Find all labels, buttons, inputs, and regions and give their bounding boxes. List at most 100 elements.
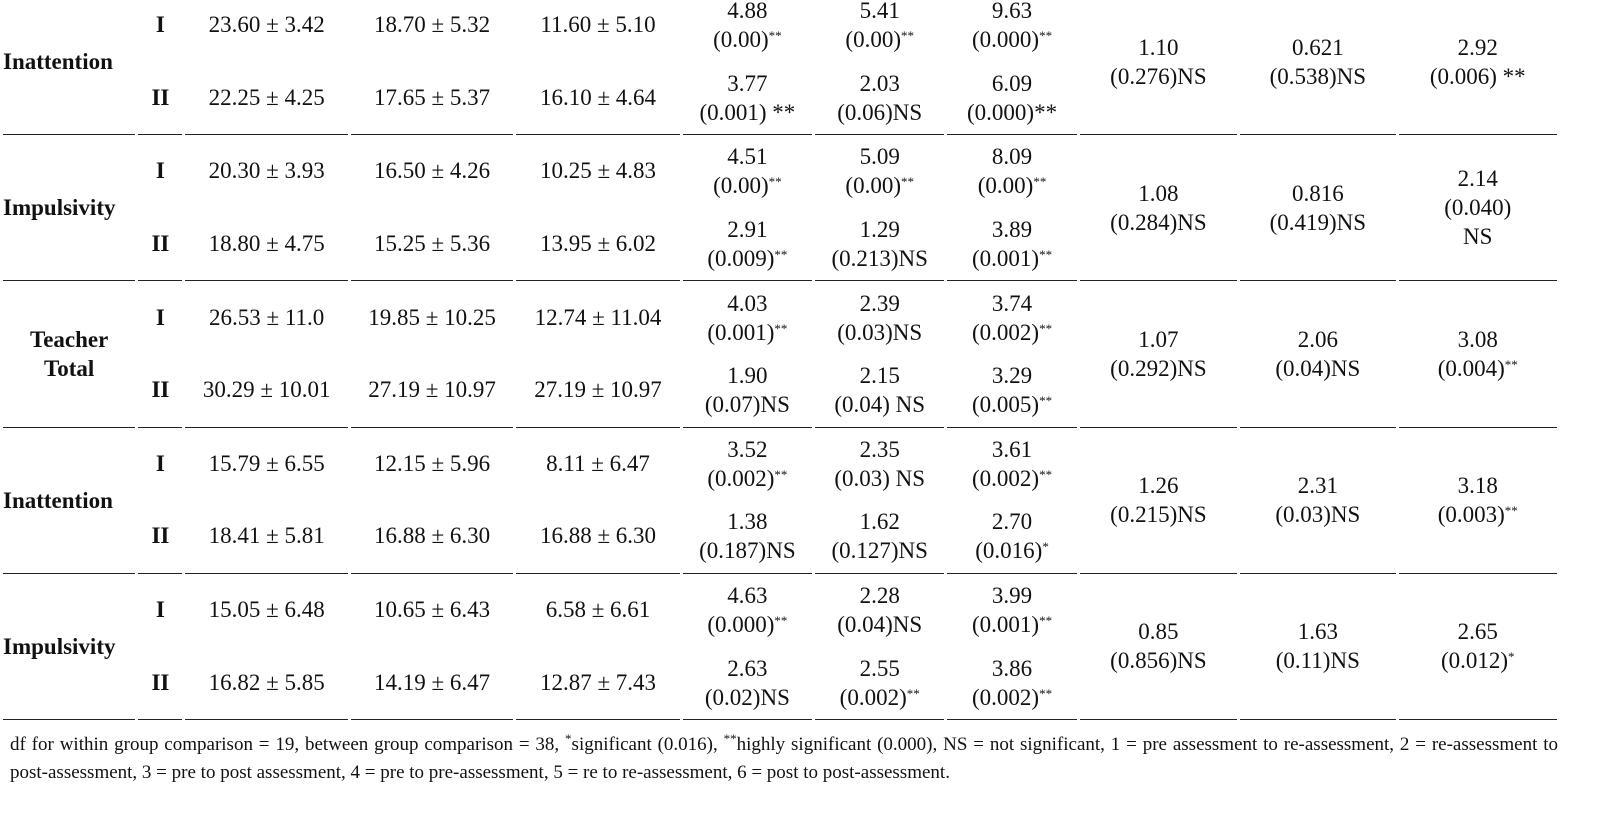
- mean-sd-cell: 6.58 ± 6.61: [545, 597, 651, 623]
- within-test-cell: 5.09 (0.00)**: [815, 135, 944, 208]
- cell-line: (0.002)**: [707, 465, 788, 491]
- mean-sd-cell: 30.29 ± 10.01: [185, 354, 348, 428]
- significance-mark: **: [1039, 685, 1053, 701]
- group-cell: I: [155, 450, 165, 476]
- footnote-text: df for within group comparison = 19, bet…: [10, 734, 566, 755]
- between-test-cell: 1.07 (0.292)NS: [1079, 281, 1238, 428]
- mean-sd-cell: 19.85 ± 10.25: [368, 304, 496, 330]
- cell-line: (0.856)NS: [1110, 648, 1207, 674]
- between-test-cell: 0.816 (0.419)NS: [1240, 135, 1396, 282]
- within-test-cell: 9.63 (0.000)**: [947, 0, 1076, 62]
- cell-line: (0.001)**: [972, 246, 1053, 272]
- within-test-cell: 3.99 (0.001)**: [947, 574, 1076, 647]
- label-line: Total: [44, 355, 95, 381]
- cell-line: (0.012)*: [1440, 648, 1515, 674]
- within-test-cell: 2.39 (0.03)NS: [815, 281, 944, 354]
- cell-line: 3.99: [991, 583, 1033, 609]
- mean-sd-cell: 10.65 ± 6.43: [374, 597, 491, 623]
- mean-sd-cell: 18.80 ± 4.75: [185, 208, 348, 282]
- within-test-cell: 2.91 (0.009)**: [682, 208, 813, 282]
- within-test-cell: 2.28 (0.04)NS: [815, 574, 944, 647]
- cell-line: (0.538)NS: [1269, 63, 1367, 89]
- cell-line: 5.41: [859, 0, 900, 24]
- table-row: II 16.82 ± 5.85 14.19 ± 6.47 12.87 ± 7.43 2.…: [3, 646, 1557, 720]
- within-test-cell: 1.38 (0.187)NS: [682, 500, 813, 574]
- cell-line: (0.040): [1444, 195, 1512, 221]
- significance-mark: **: [768, 174, 782, 190]
- within-test-cell: 2.55 (0.002)**: [815, 646, 945, 720]
- cell-line: (0.001)**: [972, 612, 1053, 638]
- footnote-mark: *: [565, 731, 572, 746]
- cell-line: (0.000)**: [967, 99, 1058, 125]
- cell-line: 1.07: [1138, 326, 1179, 352]
- significance-mark: **: [1039, 613, 1053, 629]
- mean-sd-cell: 22.25 ± 4.25: [185, 62, 348, 136]
- cell-line: (0.06)NS: [837, 99, 923, 125]
- label-line: Inattention: [3, 487, 113, 513]
- mean-sd-cell: 15.79 ± 6.55: [208, 450, 325, 476]
- cell-line: 1.29: [859, 217, 900, 243]
- between-test-cell: 0.621 (0.538)NS: [1240, 0, 1396, 136]
- group-cell: I: [155, 12, 165, 38]
- mean-sd-cell: 23.60 ± 3.42: [208, 12, 325, 38]
- mean-sd-cell: 16.88 ± 6.30: [350, 500, 514, 574]
- within-test-cell: 3.52 (0.002)**: [683, 428, 812, 501]
- significance-mark: **: [774, 466, 788, 482]
- group-cell: II: [138, 354, 183, 428]
- significance-mark: **: [1504, 356, 1518, 372]
- significance-mark: **: [1504, 503, 1518, 519]
- cell-line: (0.016)*: [975, 538, 1049, 564]
- significance-mark: *: [1042, 539, 1049, 555]
- cell-line: 2.15: [859, 363, 900, 389]
- between-test-cell: 1.63 (0.11)NS: [1240, 574, 1396, 720]
- cell-line: 3.77: [727, 70, 768, 96]
- mean-sd-cell: 20.30 ± 3.93: [208, 158, 325, 184]
- cell-line: (0.03)NS: [1275, 502, 1361, 528]
- within-test-cell: 2.35 (0.03) NS: [815, 428, 944, 501]
- significance-mark: **: [1039, 393, 1053, 409]
- between-test-cell: 3.08 (0.004)**: [1398, 281, 1557, 428]
- cell-line: 3.18: [1457, 473, 1498, 499]
- within-test-cell: 3.61 (0.002)**: [947, 428, 1076, 501]
- cell-line: (0.00)**: [845, 27, 914, 53]
- cell-line: (0.419)NS: [1269, 209, 1367, 235]
- cell-line: (0.292)NS: [1110, 355, 1207, 381]
- within-test-cell: 3.29 (0.005)**: [947, 354, 1077, 428]
- mean-sd-cell: 11.60 ± 5.10: [540, 12, 656, 38]
- cell-line: 9.63: [991, 0, 1033, 24]
- mean-sd-cell: 18.70 ± 5.32: [374, 12, 491, 38]
- cell-line: 6.09: [991, 70, 1033, 96]
- within-test-cell: 4.88 (0.00)**: [683, 0, 812, 62]
- group-cell: I: [155, 304, 165, 330]
- mean-sd-cell: 15.25 ± 5.36: [350, 208, 514, 282]
- table-row: Impulsivity I 15.05 ± 6.48 10.65 ± 6.43 6.58…: [3, 574, 1557, 720]
- within-test-cell: 8.09 (0.00)**: [947, 135, 1076, 208]
- mean-sd-cell: 17.65 ± 5.37: [350, 62, 514, 136]
- cell-line: (0.001) **: [699, 99, 796, 125]
- cell-line: 2.92: [1457, 34, 1498, 60]
- cell-line: 1.90: [727, 363, 768, 389]
- within-test-cell: 2.03 (0.06)NS: [815, 62, 945, 136]
- cell-line: (0.00)**: [845, 173, 914, 199]
- cell-line: (0.005)**: [972, 392, 1053, 418]
- cell-line: (0.11)NS: [1275, 648, 1360, 674]
- cell-line: (0.004)**: [1437, 355, 1518, 381]
- group-cell: I: [155, 597, 165, 623]
- row-label: Impulsivity: [3, 574, 136, 720]
- cell-line: (0.03)NS: [837, 319, 923, 345]
- between-test-cell: 2.65 (0.012)*: [1398, 574, 1557, 720]
- cell-line: 2.63: [727, 655, 768, 681]
- label-line: Teacher: [29, 326, 109, 352]
- mean-sd-cell: 12.74 ± 11.04: [534, 304, 662, 330]
- within-test-cell: 1.90 (0.07)NS: [682, 354, 813, 428]
- cell-line: 2.31: [1297, 473, 1338, 499]
- cell-line: (0.00)**: [713, 173, 782, 199]
- mean-sd-cell: 18.41 ± 5.81: [185, 500, 348, 574]
- between-test-cell: 2.92 (0.006) **: [1398, 0, 1557, 136]
- group-cell: II: [138, 646, 183, 720]
- significance-mark: **: [774, 247, 788, 263]
- mean-sd-cell: 16.50 ± 4.26: [374, 158, 491, 184]
- significance-mark: *: [1508, 649, 1515, 665]
- cell-line: (0.002)**: [839, 684, 920, 710]
- mean-sd-cell: 12.87 ± 7.43: [516, 646, 680, 720]
